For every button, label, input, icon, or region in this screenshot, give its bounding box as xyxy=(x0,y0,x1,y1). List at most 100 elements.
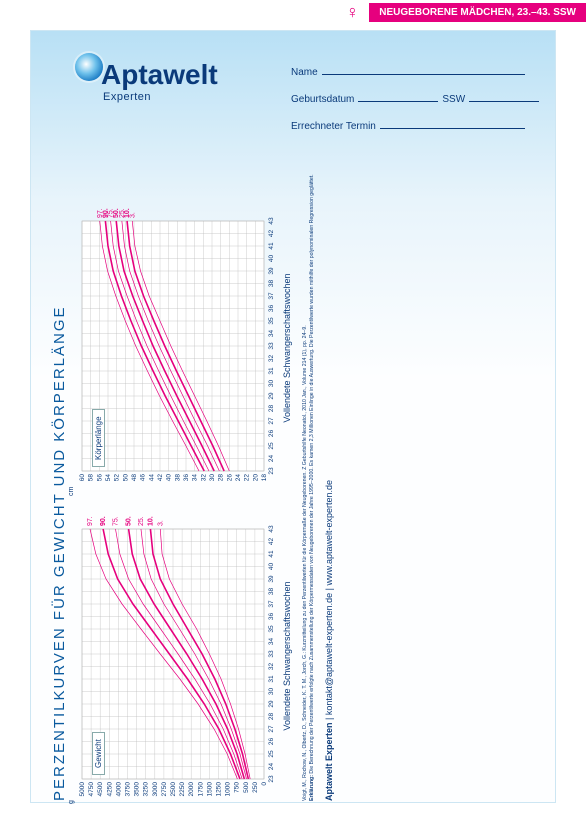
svg-text:56: 56 xyxy=(96,474,103,482)
svg-text:2750: 2750 xyxy=(161,782,168,797)
dob-label: Geburtsdatum xyxy=(291,94,354,105)
svg-text:36: 36 xyxy=(183,474,190,482)
svg-text:500: 500 xyxy=(243,782,250,793)
length-chart: 2324252627282930313233343536373839404142… xyxy=(78,203,278,493)
contact-sep1: | xyxy=(324,715,334,720)
svg-text:32: 32 xyxy=(200,474,207,482)
svg-text:24: 24 xyxy=(268,455,275,463)
svg-text:31: 31 xyxy=(268,367,275,375)
svg-text:50.: 50. xyxy=(126,516,133,526)
svg-text:75.: 75. xyxy=(112,516,119,526)
svg-text:35: 35 xyxy=(268,625,275,633)
due-input-line[interactable] xyxy=(380,119,525,129)
footnote-lead: Erklärung: xyxy=(309,775,315,801)
svg-text:43: 43 xyxy=(268,217,275,225)
svg-text:26: 26 xyxy=(226,474,233,482)
top-bar: ♀ NEUGEBORENE MÄDCHEN, 23.–43. SSW xyxy=(342,0,586,25)
svg-text:1000: 1000 xyxy=(225,782,232,797)
svg-text:4000: 4000 xyxy=(115,782,122,797)
svg-text:36: 36 xyxy=(268,613,275,621)
svg-text:3500: 3500 xyxy=(134,782,141,797)
svg-text:3.: 3. xyxy=(157,520,164,526)
svg-text:34: 34 xyxy=(268,638,275,646)
charts-row: g 23242526272829303132333435363738394041… xyxy=(78,161,292,801)
svg-text:36: 36 xyxy=(268,305,275,313)
svg-text:250: 250 xyxy=(252,782,259,793)
svg-text:1750: 1750 xyxy=(197,782,204,797)
svg-text:50: 50 xyxy=(122,474,129,482)
name-label: Name xyxy=(291,67,318,78)
svg-text:10.: 10. xyxy=(147,516,154,526)
length-y-unit: cm xyxy=(68,487,75,496)
svg-text:42: 42 xyxy=(268,230,275,238)
svg-text:4750: 4750 xyxy=(88,782,95,797)
svg-text:5000: 5000 xyxy=(79,782,86,797)
svg-text:34: 34 xyxy=(268,330,275,338)
length-chart-block: cm 2324252627282930313233343536373839404… xyxy=(78,203,292,493)
page-card: Aptawelt Experten Name Geburtsdatum SSW … xyxy=(30,30,556,803)
weight-y-unit: g xyxy=(68,800,75,804)
svg-text:18: 18 xyxy=(261,474,268,482)
svg-text:4250: 4250 xyxy=(106,782,113,797)
due-label: Errechneter Termin xyxy=(291,121,376,132)
length-inset-label: Körperlänge xyxy=(92,409,105,467)
ssw-label: SSW xyxy=(442,94,465,105)
svg-text:40: 40 xyxy=(166,474,173,482)
svg-text:90.: 90. xyxy=(100,516,107,526)
svg-text:26: 26 xyxy=(268,430,275,438)
svg-text:38: 38 xyxy=(268,588,275,596)
svg-text:26: 26 xyxy=(268,738,275,746)
svg-text:38: 38 xyxy=(174,474,181,482)
ssw-input-line[interactable] xyxy=(469,92,539,102)
svg-text:41: 41 xyxy=(268,550,275,558)
svg-text:3250: 3250 xyxy=(143,782,150,797)
svg-text:27: 27 xyxy=(268,725,275,733)
dob-input-line[interactable] xyxy=(358,92,438,102)
svg-text:46: 46 xyxy=(140,474,147,482)
logo-brand: Aptawelt xyxy=(81,59,218,91)
svg-text:22: 22 xyxy=(244,474,251,482)
svg-text:60: 60 xyxy=(79,474,86,482)
logo-subtitle: Experten xyxy=(81,91,218,103)
svg-text:4500: 4500 xyxy=(97,782,104,797)
svg-text:1250: 1250 xyxy=(216,782,223,797)
svg-text:28: 28 xyxy=(268,405,275,413)
svg-text:35: 35 xyxy=(268,317,275,325)
svg-text:29: 29 xyxy=(268,700,275,708)
female-icon: ♀ xyxy=(342,0,364,25)
footnote-body: Die Berechnung der Perzentilwerte erfolg… xyxy=(309,174,315,773)
weight-x-caption: Vollendete Schwangerschaftswochen xyxy=(282,581,292,730)
svg-text:37: 37 xyxy=(268,292,275,300)
svg-text:23: 23 xyxy=(268,775,275,783)
svg-text:24: 24 xyxy=(235,474,242,482)
contact-brand: Aptawelt Experten xyxy=(324,722,334,801)
svg-text:25: 25 xyxy=(268,442,275,450)
svg-text:30: 30 xyxy=(209,474,216,482)
svg-text:42: 42 xyxy=(157,474,164,482)
name-input-line[interactable] xyxy=(322,65,525,75)
svg-text:40: 40 xyxy=(268,563,275,571)
contact-sep2: | xyxy=(324,586,334,591)
footnotes: Voigt, M., Rochow, N., Olbertz, D., Schn… xyxy=(302,161,316,801)
svg-text:3000: 3000 xyxy=(152,782,159,797)
svg-text:3.: 3. xyxy=(129,212,136,218)
contact-url: www.aptawelt-experten.de xyxy=(324,480,334,586)
svg-text:29: 29 xyxy=(268,392,275,400)
contact-line: Aptawelt Experten | kontakt@aptawelt-exp… xyxy=(324,161,334,801)
svg-text:3750: 3750 xyxy=(125,782,132,797)
svg-text:28: 28 xyxy=(218,474,225,482)
svg-text:42: 42 xyxy=(268,538,275,546)
header-banner: NEUGEBORENE MÄDCHEN, 23.–43. SSW xyxy=(369,3,586,22)
svg-text:32: 32 xyxy=(268,663,275,671)
svg-text:39: 39 xyxy=(268,575,275,583)
weight-inset-label: Gewicht xyxy=(92,732,105,775)
svg-text:24: 24 xyxy=(268,763,275,771)
svg-text:23: 23 xyxy=(268,467,275,475)
svg-text:39: 39 xyxy=(268,267,275,275)
rotated-content: PERZENTILKURVEN FÜR GEWICHT UND KÖRPERLÄ… xyxy=(51,161,541,801)
svg-text:20: 20 xyxy=(252,474,259,482)
svg-text:1500: 1500 xyxy=(206,782,213,797)
svg-text:31: 31 xyxy=(268,675,275,683)
svg-text:43: 43 xyxy=(268,525,275,533)
footnote-citation: Voigt, M., Rochow, N., Olbertz, D., Schn… xyxy=(302,161,309,801)
